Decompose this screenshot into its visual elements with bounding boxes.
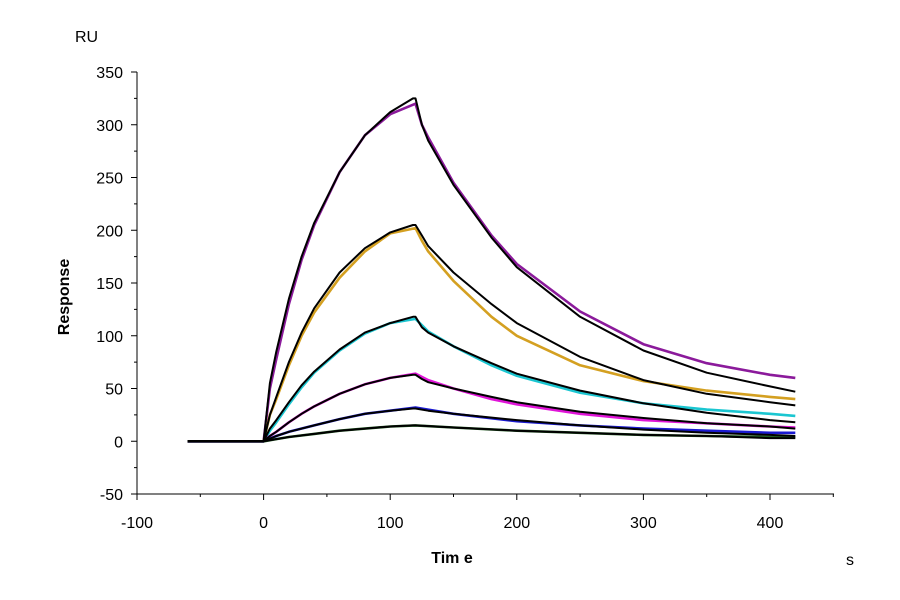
x-tick-label: 100 bbox=[377, 515, 404, 532]
y-tick-label: 100 bbox=[96, 329, 123, 346]
y-ticks: -50 0 50 100 150 200 250 300 350 bbox=[96, 65, 137, 504]
fit-curve-1 bbox=[187, 97, 796, 443]
fit-curve-11 bbox=[187, 424, 796, 443]
y-tick-label: 250 bbox=[96, 171, 123, 188]
fit-curve-3 bbox=[187, 224, 796, 443]
y-tick-label: 150 bbox=[96, 276, 123, 293]
x-tick-label: 300 bbox=[630, 515, 657, 532]
x-axis-title: Tim e bbox=[431, 550, 473, 567]
y-axis-title: Response bbox=[56, 259, 73, 336]
y-tick-label: -50 bbox=[100, 487, 123, 504]
y-tick-label: 200 bbox=[96, 223, 123, 240]
y-unit-label: RU bbox=[75, 29, 98, 46]
y-tick-label: 50 bbox=[105, 382, 123, 399]
x-tick-label: -100 bbox=[121, 515, 153, 532]
x-tick-label: 400 bbox=[757, 515, 784, 532]
y-tick-label: 300 bbox=[96, 118, 123, 135]
response-curve-0 bbox=[187, 102, 796, 443]
x-tick-label: 0 bbox=[259, 515, 268, 532]
fit-curve-9 bbox=[187, 407, 796, 443]
series-layer bbox=[187, 97, 796, 443]
fit-curve-5 bbox=[187, 315, 796, 443]
y-tick-label: 350 bbox=[96, 65, 123, 82]
y-tick-label: 0 bbox=[114, 434, 123, 451]
x-unit-label: s bbox=[846, 552, 854, 569]
x-ticks: -100 0 100 200 300 400 bbox=[121, 494, 834, 532]
fit-curve-7 bbox=[187, 373, 796, 443]
x-tick-label: 200 bbox=[503, 515, 530, 532]
